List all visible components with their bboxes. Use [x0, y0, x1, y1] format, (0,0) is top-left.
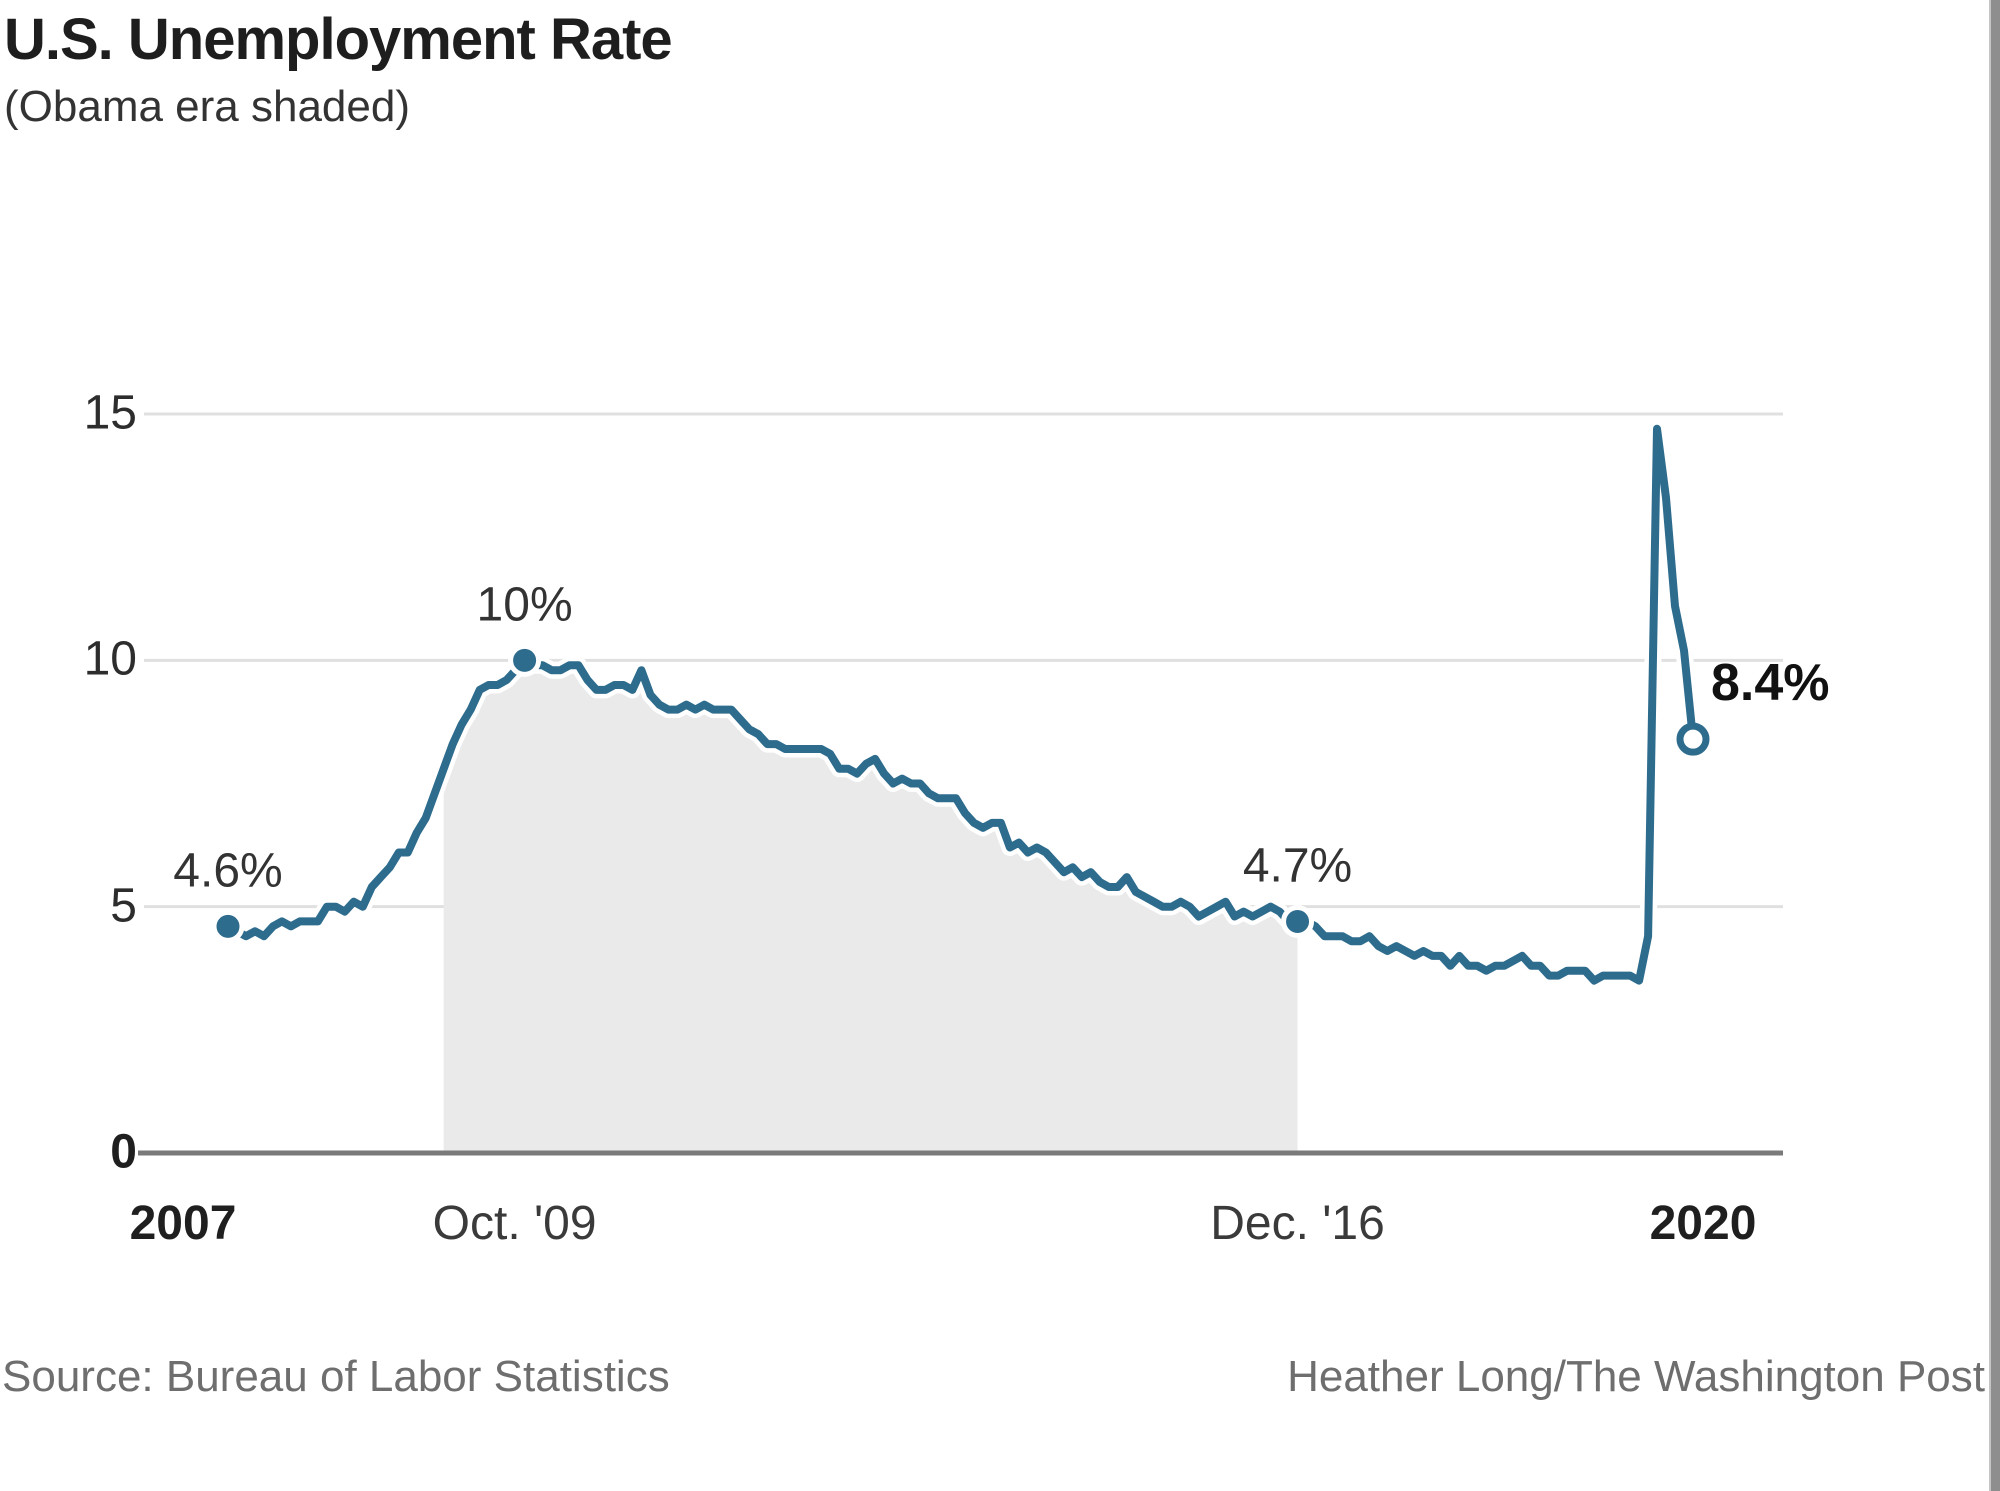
- unemployment-line-chart: [138, 412, 1783, 1156]
- window-scrollbar[interactable]: [1989, 0, 2000, 1491]
- annotation-8-4-pct: 8.4%: [1711, 654, 1830, 713]
- y-tick-15: 15: [83, 386, 137, 440]
- page-title: U.S. Unemployment Rate: [4, 7, 673, 72]
- data-point-marker: [211, 909, 245, 943]
- byline-credit: Heather Long/The Washington Post: [1287, 1352, 1985, 1401]
- annotation-4-7-pct: 4.7%: [1242, 839, 1353, 893]
- y-tick-5: 5: [110, 879, 137, 933]
- x-tick-2007: 2007: [129, 1197, 237, 1250]
- y-tick-10: 10: [83, 632, 137, 686]
- annotation-4-6-pct: 4.6%: [173, 844, 283, 898]
- trend-line: [224, 424, 1697, 985]
- y-tick-0: 0: [110, 1125, 137, 1179]
- x-tick-oct09: Oct. '09: [432, 1197, 597, 1250]
- chart-subtitle: (Obama era shaded): [4, 82, 410, 131]
- data-point-marker: [1281, 904, 1315, 938]
- x-tick-2020: 2020: [1649, 1197, 1757, 1250]
- source-note: Source: Bureau of Labor Statistics: [2, 1352, 670, 1401]
- obama-era-shade: [443, 660, 1298, 1153]
- x-tick-dec16: Dec. '16: [1210, 1197, 1385, 1250]
- annotation-10-pct: 10%: [476, 578, 573, 632]
- data-point-marker: [508, 643, 542, 677]
- data-point-marker-open: [1676, 722, 1710, 756]
